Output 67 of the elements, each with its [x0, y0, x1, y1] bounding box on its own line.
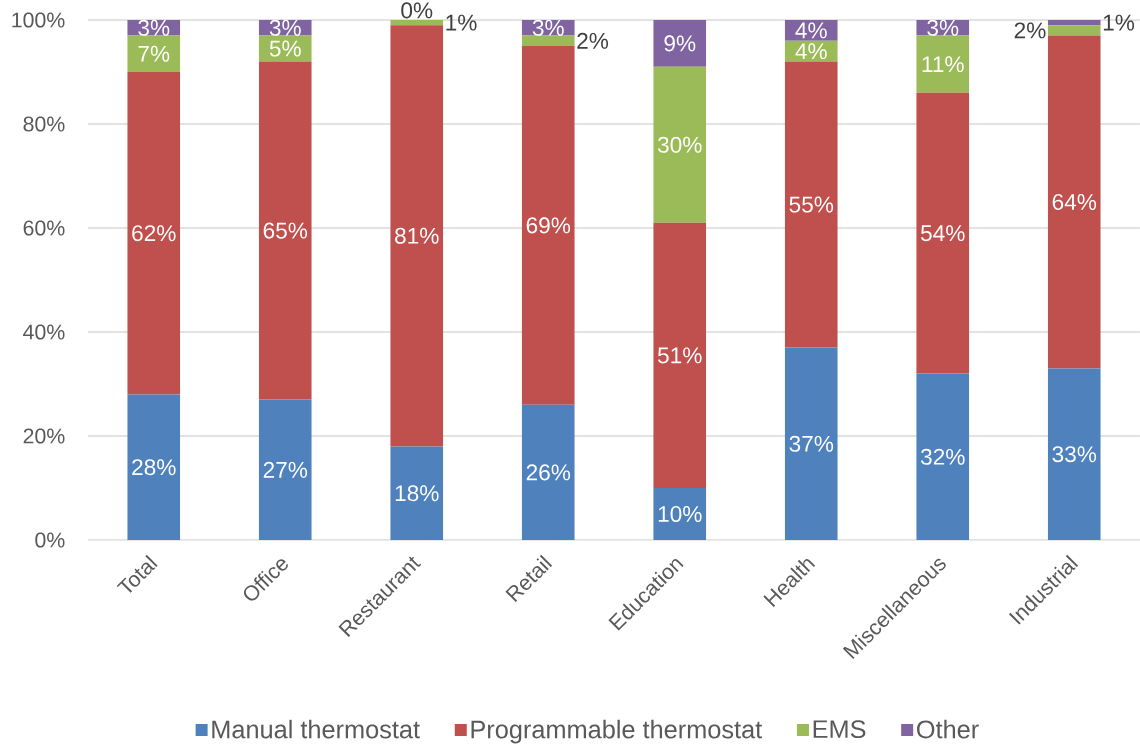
bar [258, 61, 312, 400]
bar [127, 35, 181, 72]
data-label: 69% [526, 217, 571, 234]
data-label: 81% [395, 227, 439, 244]
bar [653, 222, 707, 488]
bar [390, 446, 444, 540]
bar [127, 394, 181, 540]
bar [258, 35, 312, 62]
bar [390, 25, 444, 447]
y-tick-label: 80% [23, 116, 65, 132]
bar [258, 399, 312, 540]
bar [916, 373, 970, 540]
data-label: 5% [269, 40, 301, 57]
data-label: 9% [664, 35, 696, 52]
bar [784, 61, 838, 348]
bar [916, 92, 970, 374]
data-label: 51% [657, 347, 702, 364]
data-label: 4% [795, 43, 827, 60]
bar [390, 20, 444, 26]
bar [521, 404, 575, 540]
data-label: 1% [1103, 14, 1135, 31]
legend-label: EMS [813, 720, 866, 739]
data-label: 3% [138, 19, 170, 36]
data-label: 27% [263, 461, 308, 478]
data-label: 3% [269, 19, 301, 36]
data-label: 7% [138, 45, 170, 62]
bar [127, 72, 181, 395]
y-tick-label: 20% [23, 428, 65, 444]
data-label: 54% [920, 225, 965, 242]
data-label: 0% [401, 2, 433, 19]
data-label: 18% [395, 485, 439, 502]
data-label: 32% [920, 448, 965, 465]
y-tick-label: 60% [23, 220, 65, 236]
bar [653, 66, 707, 223]
data-label: 37% [789, 435, 834, 452]
data-label: 65% [263, 222, 308, 239]
bar [521, 35, 575, 46]
bar [1047, 368, 1101, 540]
data-label: 30% [657, 136, 702, 153]
data-label: 10% [658, 505, 702, 523]
y-tick-label: 40% [23, 324, 65, 340]
bar [653, 488, 707, 540]
data-label: 28% [132, 459, 176, 476]
y-tick-label: 100% [12, 12, 65, 28]
legend-label: Manual thermostat [212, 719, 420, 739]
bar [916, 35, 970, 93]
data-label: 3% [927, 19, 959, 36]
data-label: 3% [532, 19, 564, 36]
bar [1047, 35, 1101, 369]
data-label: 26% [526, 464, 571, 481]
data-label: 4% [795, 22, 827, 39]
data-label: 55% [789, 196, 834, 213]
data-label: 2% [1014, 22, 1046, 39]
bar [653, 20, 707, 67]
data-label: 62% [132, 225, 176, 242]
bar [784, 347, 838, 540]
data-label: 2% [577, 32, 609, 49]
y-tick-label: 0% [35, 532, 65, 548]
data-label: 64% [1052, 193, 1097, 211]
data-label: 1% [446, 14, 477, 31]
data-label: 33% [1052, 446, 1097, 463]
data-label: 11% [922, 56, 964, 73]
bar [521, 46, 575, 405]
legend-label: Programmable thermostat [471, 719, 763, 744]
bar [1047, 20, 1101, 26]
legend-label: Other [917, 719, 979, 739]
bar [1047, 25, 1101, 36]
